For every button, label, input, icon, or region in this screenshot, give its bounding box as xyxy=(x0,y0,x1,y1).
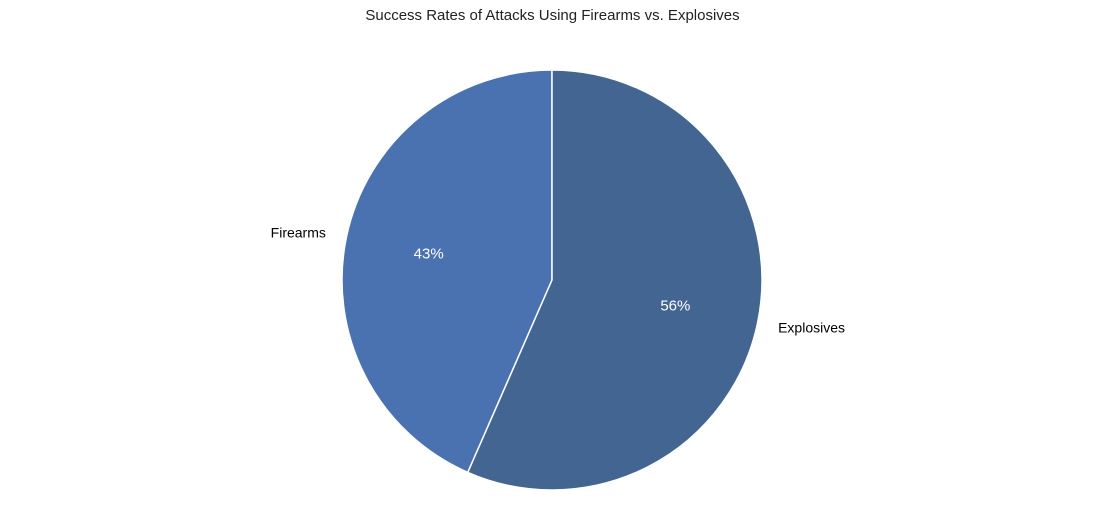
pie-value-label-explosives: 56% xyxy=(660,297,690,314)
pie-slice-firearms xyxy=(341,69,553,474)
pie-value-label-firearms: 43% xyxy=(414,246,444,263)
pie-slice-explosives xyxy=(466,69,763,491)
pie-category-label-firearms: Firearms xyxy=(271,225,326,241)
chart-title: Success Rates of Attacks Using Firearms … xyxy=(365,7,740,24)
pie-category-label-explosives: Explosives xyxy=(778,319,845,335)
pie-labels: 43% Firearms 56% Explosives xyxy=(271,225,845,336)
pie-slices xyxy=(341,69,763,491)
